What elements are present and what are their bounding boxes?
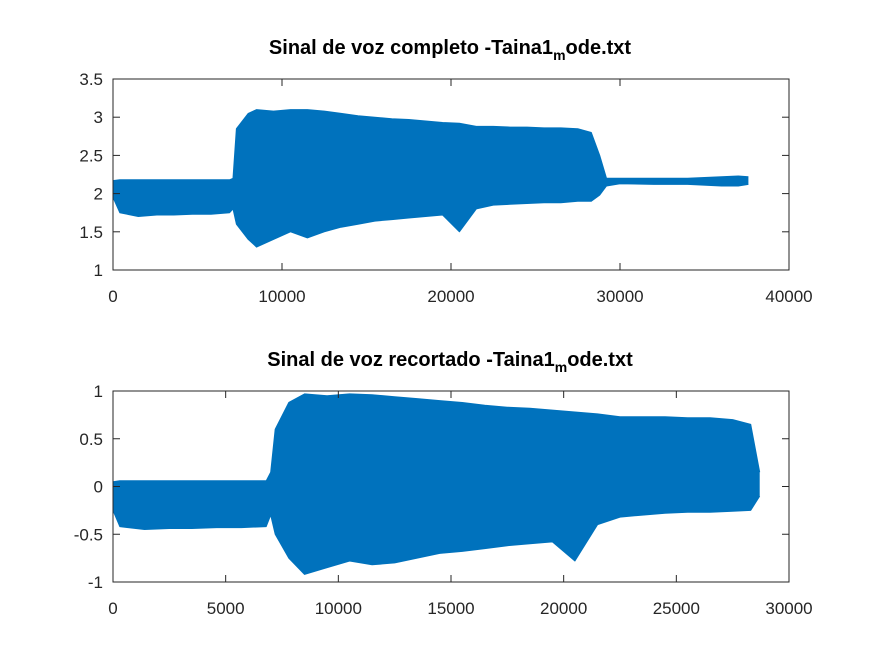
axis-ticks: 0 5000 10000 15000 20000 25000 30000 -1 -0.5 0 0.5… <box>74 382 813 618</box>
signal-series <box>112 109 749 248</box>
chart-title-main: Sinal de voz completo -Taina1 <box>269 37 553 59</box>
chart-title-main: Sinal de voz recortado -Taina1 <box>267 349 554 371</box>
y-tick-label: 2 <box>94 185 103 204</box>
x-tick-label: 20000 <box>427 287 474 306</box>
y-tick-label: 1 <box>94 382 103 401</box>
chart-title-tail: ode.txt <box>566 37 632 59</box>
signal-envelope <box>113 393 760 575</box>
y-tick-label: 1 <box>94 261 103 280</box>
chart-title: Sinal de voz completo -Taina1mode.txt <box>269 37 631 63</box>
x-tick-label: 30000 <box>596 287 643 306</box>
y-tick-label: 0 <box>94 478 103 497</box>
chart-title-subscript: m <box>553 47 565 63</box>
signal-lower-trace <box>112 183 749 248</box>
chart-title-tail: ode.txt <box>567 349 633 371</box>
signal-envelope <box>113 109 749 248</box>
y-tick-label: 3.5 <box>79 70 103 89</box>
x-tick-label: 0 <box>108 287 117 306</box>
signal-upper-trace <box>112 109 749 182</box>
chart-title-subscript: m <box>555 359 567 375</box>
x-tick-label: 0 <box>108 599 117 618</box>
x-tick-label: 20000 <box>540 599 587 618</box>
signal-upper-trace <box>112 393 761 483</box>
signal-lower-trace <box>112 495 761 575</box>
x-tick-label: 10000 <box>258 287 305 306</box>
chart-title: Sinal de voz recortado -Taina1mode.txt <box>267 349 633 375</box>
subplot-trimmed-signal: Sinal de voz recortado -Taina1mode.txt 0… <box>74 349 813 618</box>
y-tick-label: 0.5 <box>79 430 103 449</box>
x-tick-label: 15000 <box>427 599 474 618</box>
x-tick-label: 25000 <box>653 599 700 618</box>
y-tick-label: -1 <box>88 573 103 592</box>
x-tick-label: 30000 <box>765 599 812 618</box>
x-tick-label: 5000 <box>207 599 245 618</box>
signal-series <box>112 393 761 575</box>
y-tick-label: 3 <box>94 108 103 127</box>
y-tick-label: 1.5 <box>79 223 103 242</box>
y-tick-label: 2.5 <box>79 146 103 165</box>
x-tick-label: 40000 <box>765 287 812 306</box>
x-tick-label: 10000 <box>315 599 362 618</box>
axis-ticks: 0 10000 20000 30000 40000 1 1.5 2 2.5 3 3.5 <box>79 70 812 306</box>
y-tick-label: -0.5 <box>74 525 103 544</box>
